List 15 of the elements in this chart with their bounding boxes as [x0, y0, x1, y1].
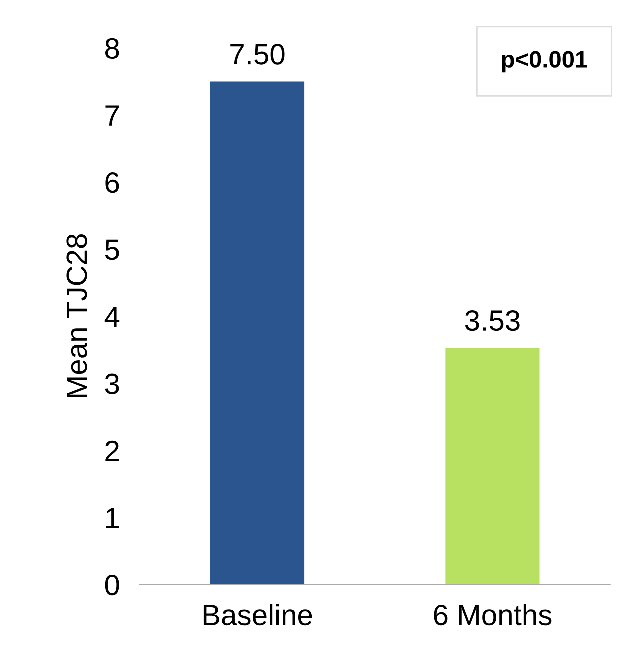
data-label: 7.50 — [230, 44, 285, 65]
y-tick-label: 2 — [106, 440, 119, 462]
y-tick-label: 4 — [104, 306, 120, 328]
y-tick-label: 6 — [106, 172, 120, 194]
y-tick-label: 0 — [105, 574, 120, 596]
annotation: p<0.001 — [502, 51, 588, 73]
x-tick-label: 6 Months — [434, 604, 552, 626]
y-tick-label: 1 — [106, 508, 120, 528]
y-tick-label: 3 — [105, 374, 120, 394]
data-label: 3.53 — [465, 310, 520, 332]
y-tick-label: 8 — [105, 38, 120, 60]
y-axis-title: Mean TJC28 — [66, 234, 88, 398]
y-tick-label: 5 — [105, 240, 120, 260]
y-tick-label: 7 — [106, 106, 119, 126]
x-tick-label: Baseline — [204, 604, 312, 626]
